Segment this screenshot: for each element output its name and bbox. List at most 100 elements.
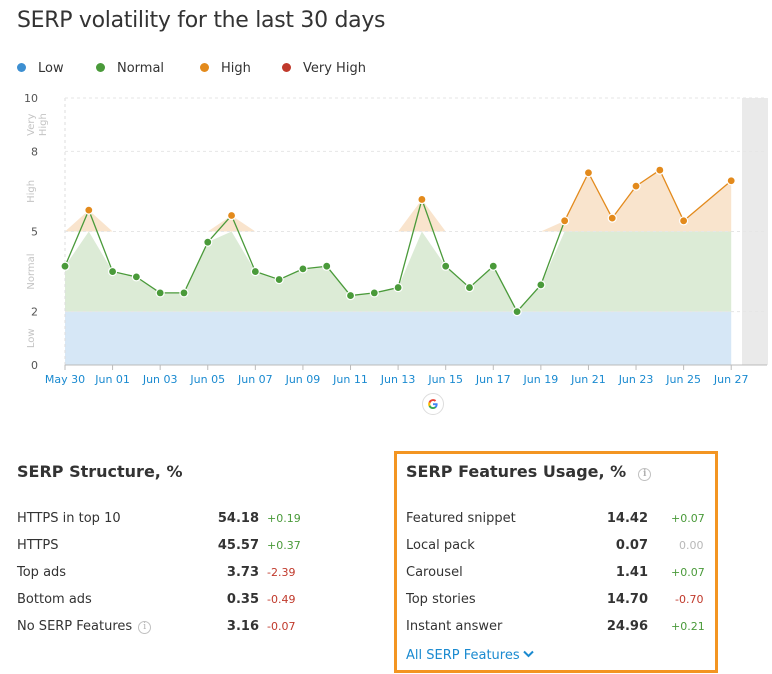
y-tick-label: 10 — [24, 92, 38, 105]
serp-features-highlight-box — [394, 451, 718, 673]
legend-dot-icon — [96, 63, 105, 72]
table-row: Bottom ads 0.35 -0.49 — [17, 587, 317, 614]
metric-label: Carousel — [406, 565, 463, 580]
y-tick-label: 8 — [31, 145, 38, 158]
legend-item-very-high[interactable]: Very High — [282, 61, 366, 76]
metric-label: Top ads — [17, 565, 67, 580]
data-point — [583, 168, 594, 178]
x-tick-label: Jun 17 — [475, 373, 511, 386]
metric-value: 3.16 — [226, 619, 259, 634]
serp-features-title-text: SERP Features Usage, % — [406, 462, 627, 481]
data-point — [369, 288, 379, 298]
info-icon[interactable]: i — [138, 621, 152, 634]
series-line-segment — [230, 215, 256, 272]
metric-delta: +0.07 — [671, 512, 705, 525]
data-point — [179, 288, 189, 298]
x-tick-label: May 30 — [45, 373, 85, 386]
metric-delta: +0.07 — [671, 566, 705, 579]
legend-label: High — [221, 61, 251, 76]
data-point — [226, 210, 237, 221]
metric-label: Local pack — [406, 538, 475, 553]
metric-delta: +0.21 — [671, 620, 705, 633]
data-point — [274, 274, 284, 285]
series-line-segment — [611, 185, 637, 219]
metric-value: 14.42 — [606, 511, 648, 526]
series-line-segment — [683, 180, 732, 222]
series-line-segment — [540, 220, 566, 286]
data-point — [726, 176, 736, 186]
metric-delta: 0.00 — [679, 539, 704, 552]
legend-item-low[interactable]: Low — [17, 61, 64, 76]
band-label: Normal — [26, 253, 37, 289]
y-tick-label: 5 — [31, 226, 38, 239]
info-icon[interactable]: i — [638, 468, 652, 481]
data-point — [155, 288, 165, 298]
data-point — [131, 272, 141, 282]
metric-label: Top stories — [406, 592, 476, 607]
x-tick-label: Jun 11 — [332, 373, 368, 386]
google-icon[interactable] — [422, 393, 444, 415]
series-line-segment — [659, 169, 685, 222]
metric-value: 14.70 — [606, 592, 648, 607]
series-line-segment — [326, 265, 352, 296]
data-point — [84, 205, 94, 215]
band-label: High — [38, 113, 49, 136]
metric-delta: -2.39 — [267, 566, 296, 579]
x-tick-label: Jun 05 — [189, 373, 225, 386]
y-tick-label: 2 — [31, 306, 38, 319]
data-point — [250, 266, 260, 277]
metric-label: HTTPS in top 10 — [17, 511, 121, 526]
data-point — [298, 264, 308, 274]
legend-item-normal[interactable]: Normal — [96, 61, 164, 76]
data-point — [655, 165, 665, 175]
metric-label: Bottom ads — [17, 592, 92, 607]
legend-item-high[interactable]: High — [200, 61, 251, 76]
metric-label-with-info: No SERP Features i — [17, 619, 152, 634]
y-tick-label: 0 — [31, 359, 38, 372]
x-tick-label: Jun 13 — [380, 373, 416, 386]
data-point — [607, 213, 617, 223]
data-point — [345, 290, 356, 301]
metric-label: Instant answer — [406, 619, 503, 634]
series-line-segment — [64, 209, 90, 267]
series-line-segment — [397, 199, 423, 288]
data-point — [488, 261, 498, 271]
series-line-segment — [469, 265, 494, 289]
x-tick-label: Jun 23 — [618, 373, 654, 386]
metric-value: 24.96 — [606, 619, 648, 634]
serp-features-table: Featured snippet 14.42 +0.07 Local pack … — [406, 506, 706, 641]
data-point — [536, 280, 546, 290]
all-serp-features-link[interactable]: All SERP Features — [406, 648, 534, 663]
series-line-segment — [88, 209, 114, 272]
x-tick-label: Jun 15 — [427, 373, 463, 386]
data-point — [203, 237, 213, 247]
series-line-segment — [635, 169, 661, 187]
metric-delta: -0.70 — [675, 593, 704, 606]
data-point — [679, 216, 689, 226]
metric-label: HTTPS — [17, 538, 59, 553]
x-tick-label: Jun 27 — [713, 373, 749, 386]
table-row: Carousel 1.41 +0.07 — [406, 560, 706, 587]
metric-value: 54.18 — [217, 511, 259, 526]
serp-structure-title: SERP Structure, % — [17, 462, 183, 481]
metric-value: 0.07 — [615, 538, 648, 553]
x-tick-label: Jun 01 — [94, 373, 130, 386]
metric-delta: -0.07 — [267, 620, 296, 633]
x-tick-label: Jun 09 — [285, 373, 321, 386]
series-line-segment — [421, 199, 447, 267]
data-point — [441, 261, 451, 271]
band-label: High — [26, 180, 37, 203]
area-low — [65, 311, 732, 365]
legend-dot-icon — [17, 63, 26, 72]
table-row: HTTPS in top 10 54.18 +0.19 — [17, 506, 317, 533]
legend-label: Normal — [117, 61, 165, 76]
x-tick-label: Jun 19 — [523, 373, 559, 386]
data-point — [107, 266, 118, 277]
series-line-segment — [207, 215, 233, 243]
data-point — [512, 307, 522, 317]
data-point — [60, 261, 70, 271]
series-line-segment — [587, 172, 613, 219]
metric-delta: +0.37 — [267, 539, 301, 552]
metric-value: 1.41 — [615, 565, 648, 580]
